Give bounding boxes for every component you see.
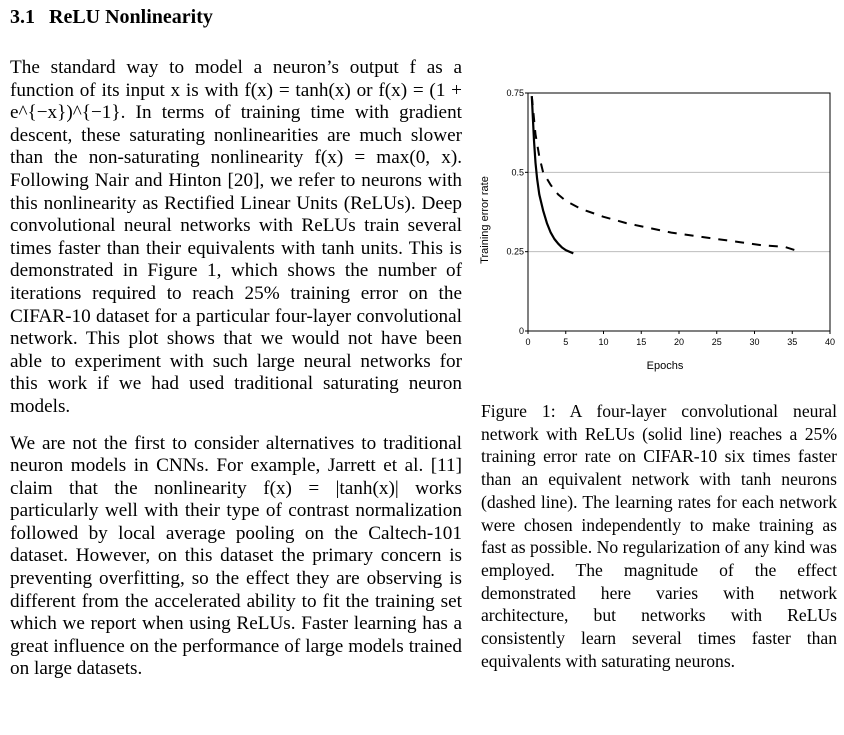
figure-caption: Figure 1: A four-layer convolutional neu…: [481, 401, 837, 671]
y-axis-label: Training error rate: [479, 176, 491, 264]
x-tick-label-0: 0: [525, 337, 530, 347]
series-line-solid: [530, 96, 574, 255]
body-text-column: The standard way to model a neuron’s out…: [10, 57, 462, 681]
x-tick-label-8: 40: [825, 337, 835, 347]
x-tick-label-2: 10: [598, 337, 608, 347]
x-tick-label-3: 15: [636, 337, 646, 347]
section-number: 3.1: [10, 6, 35, 28]
section-heading: 3.1 ReLU Nonlinearity: [10, 6, 213, 29]
y-tick-label-2: 0.5: [511, 167, 524, 177]
x-tick-label-5: 25: [712, 337, 722, 347]
x-tick-label-7: 35: [787, 337, 797, 347]
series-line-dashed: [530, 96, 801, 253]
x-tick-label-1: 5: [563, 337, 568, 347]
x-axis-label: Epochs: [647, 360, 684, 372]
y-tick-label-3: 0.75: [506, 88, 524, 98]
paragraph-2: We are not the first to consider alterna…: [10, 432, 462, 680]
section-title: ReLU Nonlinearity: [49, 6, 213, 28]
y-tick-label-0: 0: [519, 326, 524, 336]
y-tick-label-1: 0.25: [506, 247, 524, 257]
x-tick-label-4: 20: [674, 337, 684, 347]
plot-frame: [527, 92, 831, 332]
x-tick-label-6: 30: [749, 337, 759, 347]
paragraph-1: The standard way to model a neuron’s out…: [10, 57, 462, 417]
figure-1-chart: 0 0.25 0.5 0.75 0 5 10 15 20 25 30 35 40 Epochs Traini…: [479, 88, 835, 372]
